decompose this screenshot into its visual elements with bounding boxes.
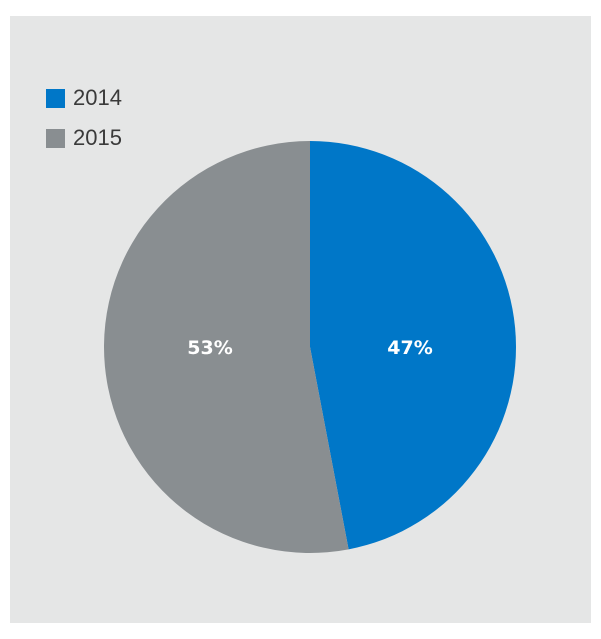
legend-label-2014: 2014 [73, 85, 122, 110]
pie-label-2015: 53% [187, 337, 232, 359]
legend-swatch-2015 [46, 128, 65, 148]
pie-slice-2015 [104, 141, 349, 553]
legend-label-2015: 2015 [73, 125, 122, 150]
pie-label-2014: 47% [387, 337, 432, 359]
chart-legend: 2014 2015 [46, 78, 122, 158]
legend-swatch-2014 [46, 88, 65, 108]
legend-item-2014: 2014 [46, 78, 122, 118]
pie-slice-2014 [310, 141, 517, 550]
legend-item-2015: 2015 [46, 118, 122, 158]
